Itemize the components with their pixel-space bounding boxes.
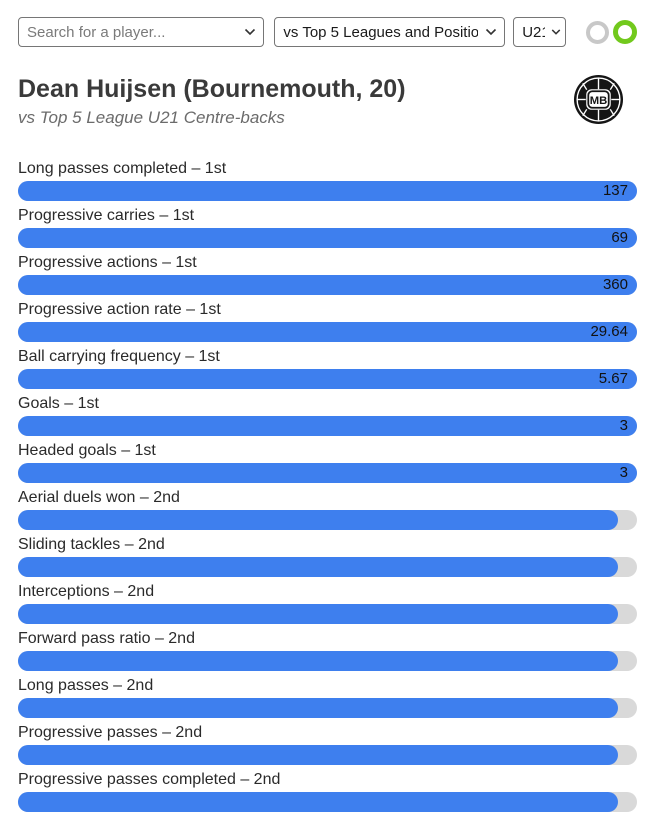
bar-fill: 360 xyxy=(18,275,637,295)
bar-label: Interceptions – 2nd xyxy=(18,583,155,600)
bar-rows: Long passes completed – 1st 137 Progress… xyxy=(18,159,637,812)
bar-row: Aerial duels won – 2nd xyxy=(18,488,637,530)
bar-value: 137 xyxy=(602,182,628,199)
age-group-select[interactable]: U21 xyxy=(513,17,566,47)
bar-track xyxy=(18,651,637,671)
bar-track xyxy=(18,510,637,530)
bar-value: 3 xyxy=(619,417,628,434)
page-title: Dean Huijsen (Bournemouth, 20) xyxy=(18,75,406,103)
bar-track xyxy=(18,604,637,624)
bar-row: Progressive passes – 2nd xyxy=(18,723,637,765)
bar-fill: 3 xyxy=(18,416,637,436)
header: Dean Huijsen (Bournemouth, 20) vs Top 5 … xyxy=(18,74,637,128)
bar-fill xyxy=(18,604,619,624)
mb-football-logo-icon: MB xyxy=(573,74,624,125)
bar-value: 360 xyxy=(602,276,628,293)
toggle-ring-inactive-icon[interactable] xyxy=(586,20,609,44)
bar-value: 29.64 xyxy=(590,323,628,340)
bar-label: Progressive action rate – 1st xyxy=(18,301,221,318)
bar-label: Headed goals – 1st xyxy=(18,442,156,459)
bar-label: Ball carrying frequency – 1st xyxy=(18,348,220,365)
bar-label: Forward pass ratio – 2nd xyxy=(18,630,195,647)
bar-label: Long passes – 2nd xyxy=(18,677,154,694)
bar-label: Progressive actions – 1st xyxy=(18,254,197,271)
app-root: Search for a player... vs Top 5 Leagues … xyxy=(18,17,637,812)
bar-label: Sliding tackles – 2nd xyxy=(18,536,165,553)
comparison-select[interactable]: vs Top 5 Leagues and Position xyxy=(274,17,506,47)
bar-row: Progressive action rate – 1st 29.64 xyxy=(18,300,637,342)
bar-track: 3 xyxy=(18,463,637,483)
comparison-select-wrap: vs Top 5 Leagues and Position xyxy=(274,17,506,47)
bar-fill xyxy=(18,557,619,577)
age-group-select-wrap: U21 xyxy=(513,17,566,47)
bar-label: Progressive passes – 2nd xyxy=(18,724,203,741)
bar-track xyxy=(18,557,637,577)
bar-track xyxy=(18,745,637,765)
player-search-select-wrap: Search for a player... xyxy=(18,17,265,47)
bar-track: 3 xyxy=(18,416,637,436)
bar-track: 360 xyxy=(18,275,637,295)
bar-row: Forward pass ratio – 2nd xyxy=(18,629,637,671)
bar-row: Headed goals – 1st 3 xyxy=(18,441,637,483)
bar-row: Progressive actions – 1st 360 xyxy=(18,253,637,295)
bar-row: Goals – 1st 3 xyxy=(18,394,637,436)
bar-row: Ball carrying frequency – 1st 5.67 xyxy=(18,347,637,389)
bar-row: Long passes – 2nd xyxy=(18,676,637,718)
bar-fill: 29.64 xyxy=(18,322,637,342)
logo-text: MB xyxy=(590,95,608,107)
bar-fill: 3 xyxy=(18,463,637,483)
bar-label: Long passes completed – 1st xyxy=(18,160,227,177)
bar-label: Progressive carries – 1st xyxy=(18,207,195,224)
bar-value: 5.67 xyxy=(598,370,628,387)
bar-track: 137 xyxy=(18,181,637,201)
player-search-select[interactable]: Search for a player... xyxy=(18,17,265,47)
bar-fill: 137 xyxy=(18,181,637,201)
bar-fill xyxy=(18,510,619,530)
bar-label: Goals – 1st xyxy=(18,395,99,412)
bar-value: 69 xyxy=(611,229,628,246)
bar-row: Progressive carries – 1st 69 xyxy=(18,206,637,248)
bar-track: 29.64 xyxy=(18,322,637,342)
bar-row: Interceptions – 2nd xyxy=(18,582,637,624)
bar-fill: 5.67 xyxy=(18,369,637,389)
page-subtitle: vs Top 5 League U21 Centre-backs xyxy=(18,108,285,127)
bar-row: Sliding tackles – 2nd xyxy=(18,535,637,577)
toolbar: Search for a player... vs Top 5 Leagues … xyxy=(18,17,637,47)
bar-track: 69 xyxy=(18,228,637,248)
bar-fill xyxy=(18,651,619,671)
bar-fill xyxy=(18,698,619,718)
header-text: Dean Huijsen (Bournemouth, 20) vs Top 5 … xyxy=(18,74,573,128)
bar-fill: 69 xyxy=(18,228,637,248)
bar-track xyxy=(18,792,637,812)
bar-fill xyxy=(18,745,619,765)
bar-label: Progressive passes completed – 2nd xyxy=(18,771,281,788)
toggle-ring-active-icon[interactable] xyxy=(613,20,637,44)
bar-value: 3 xyxy=(619,464,628,481)
view-toggles xyxy=(586,20,637,44)
bar-fill xyxy=(18,792,619,812)
bar-track: 5.67 xyxy=(18,369,637,389)
bar-track xyxy=(18,698,637,718)
bar-row: Long passes completed – 1st 137 xyxy=(18,159,637,201)
bar-label: Aerial duels won – 2nd xyxy=(18,489,180,506)
bar-row: Progressive passes completed – 2nd xyxy=(18,770,637,812)
